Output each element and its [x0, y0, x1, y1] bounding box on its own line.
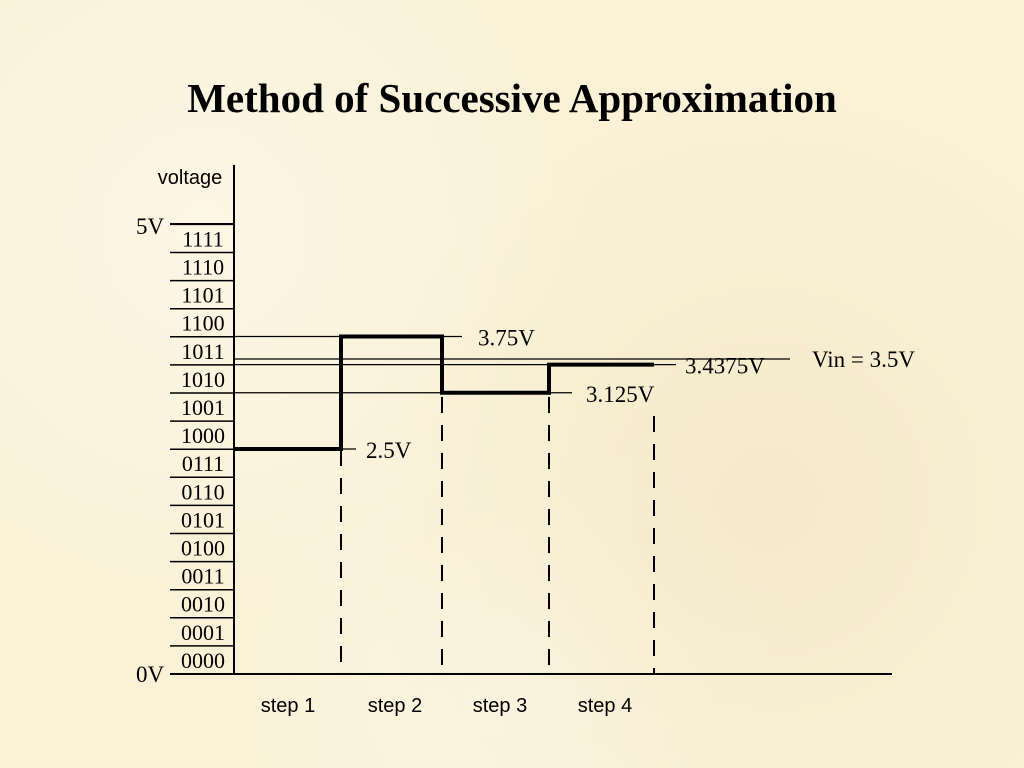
- y-axis-label: voltage: [158, 167, 223, 189]
- code-label: 0011: [181, 564, 224, 589]
- code-label: 1001: [181, 395, 225, 420]
- zero-volt-label: 0V: [136, 662, 165, 687]
- code-label: 0101: [181, 507, 225, 532]
- step-label: step 4: [578, 695, 632, 717]
- level-label: 3.4375V: [685, 354, 765, 379]
- code-label: 0110: [181, 479, 224, 504]
- slide-title: Method of Successive Approximation: [187, 75, 837, 121]
- step-label: step 1: [261, 695, 315, 717]
- binary-code-scale: 0000 0001 0010 0011 0100 0101 0110 0111 1000 1001…: [170, 223, 234, 673]
- step-label: step 2: [368, 695, 422, 717]
- code-label: 0010: [181, 592, 225, 617]
- level-label: 3.75V: [478, 326, 535, 351]
- step-label: step 3: [473, 695, 527, 717]
- code-label: 1000: [181, 423, 225, 448]
- code-label: 0000: [181, 648, 225, 673]
- code-label: 1011: [181, 339, 224, 364]
- code-label: 0111: [182, 451, 224, 476]
- level-label: 2.5V: [366, 438, 412, 463]
- approximation-trace-line: [234, 334, 654, 451]
- axes-group: voltage 5V 0V step 1 step 2 step 3 step …: [136, 165, 892, 717]
- code-label: 1010: [181, 367, 225, 392]
- level-lines: 2.5V 3.75V 3.125V 3.4375V Vin = 3.5V: [234, 326, 915, 463]
- code-label: 0001: [181, 620, 225, 645]
- level-label: 3.125V: [586, 382, 655, 407]
- approximation-trace: [234, 334, 654, 451]
- code-label: 1111: [182, 226, 224, 251]
- code-label: 1100: [181, 311, 224, 336]
- step-divider-lines: [340, 397, 655, 674]
- code-label: 1110: [182, 255, 224, 280]
- vin-label: Vin = 3.5V: [812, 347, 915, 372]
- code-label: 0100: [181, 536, 225, 561]
- five-volt-label: 5V: [136, 214, 165, 239]
- code-label: 1101: [181, 283, 224, 308]
